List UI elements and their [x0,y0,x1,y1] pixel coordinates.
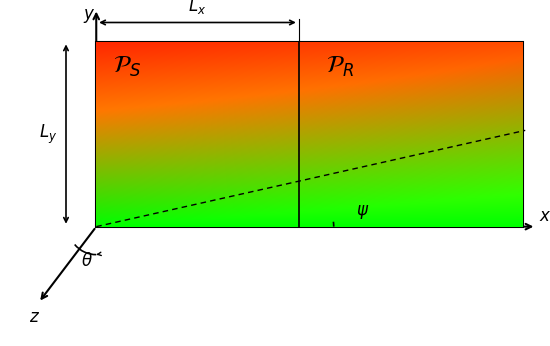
Text: $\psi$: $\psi$ [356,203,370,221]
Text: x: x [539,207,549,225]
Text: z: z [29,308,37,326]
Text: y: y [84,5,94,23]
Text: $\mathcal{P}_S$: $\mathcal{P}_S$ [113,54,141,79]
Bar [96,42,522,227]
Text: $\theta$: $\theta$ [81,252,92,270]
Text: $\mathcal{P}_R$: $\mathcal{P}_R$ [326,54,354,79]
Text: $L_y$: $L_y$ [40,122,58,146]
Text: $L_x$: $L_x$ [188,0,207,16]
